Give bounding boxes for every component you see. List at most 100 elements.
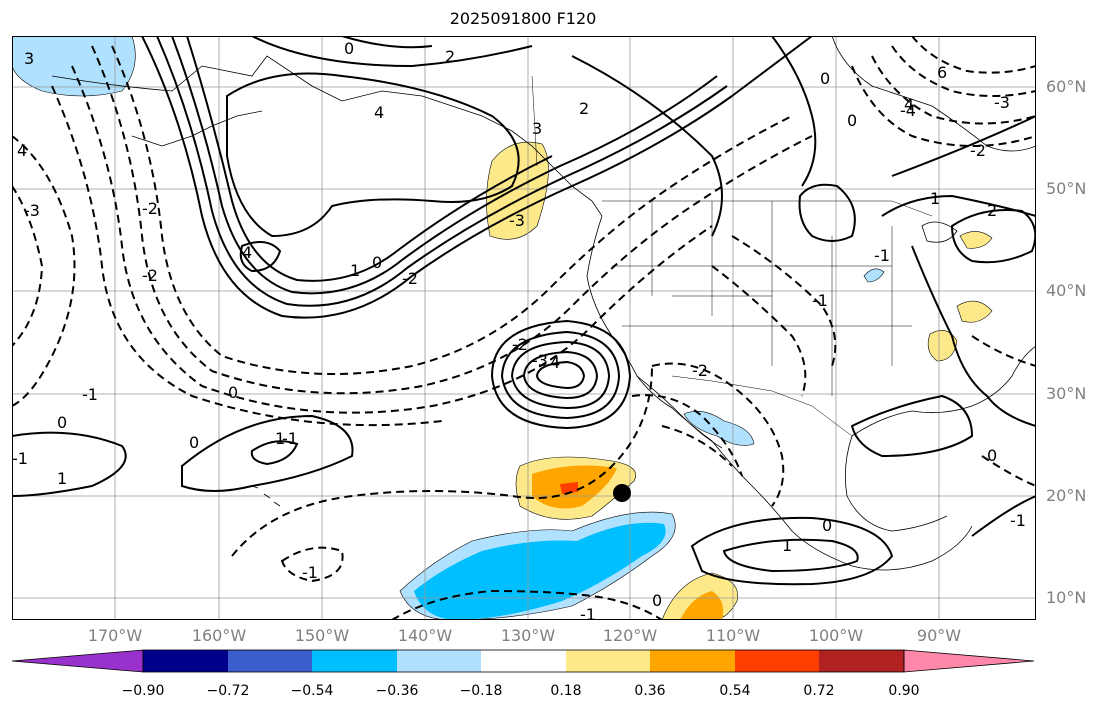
contour-label: 0 [189, 433, 199, 452]
contour-se-inner [722, 538, 859, 573]
colorbar-segment [228, 650, 312, 672]
colorbar-tick: −0.90 [121, 683, 165, 699]
colorbar-tick: −0.72 [206, 683, 250, 699]
lon-label-160w: 160°W [191, 626, 247, 645]
contour-label: -1 [874, 246, 890, 265]
border-alaska [531, 75, 538, 167]
colorbar-tick: 0.18 [550, 683, 582, 699]
contour-neg-trough-2 [91, 45, 813, 395]
lat-label-10n: 10°N [1046, 588, 1087, 607]
lat-label-40n: 40°N [1046, 281, 1087, 300]
contour-label: -1 [1010, 511, 1026, 530]
state-lines [612, 201, 912, 396]
shade-lightblue-baja [683, 410, 755, 446]
contour-label: -3 [509, 211, 525, 230]
colorbar-extend-low [11, 649, 144, 673]
shade-blue-south [414, 522, 666, 620]
contour-label: -1 [12, 449, 28, 468]
contour-label: -4 [900, 101, 916, 120]
colorbar-tick: 0.36 [634, 683, 666, 699]
contour-neg-trough-1 [111, 45, 793, 375]
contour-neg-west-2 [12, 185, 44, 347]
contour-label: 2 [579, 99, 589, 118]
contour-plains-ring [798, 183, 856, 242]
contour-label: 1 [782, 536, 792, 555]
lat-label-20n: 20°N [1046, 486, 1087, 505]
border-us-mexico [671, 375, 853, 437]
contour-label: -2 [402, 269, 418, 288]
contour-hawaii-inner [250, 440, 299, 466]
contour-label: 4 [242, 243, 252, 262]
contour-jet-2 [156, 36, 728, 307]
lon-label-120w: 120°W [602, 626, 658, 645]
contour-label: -3 [532, 351, 548, 370]
colorbar-segment [397, 650, 481, 672]
colorbar-segment [819, 650, 904, 672]
contour-label: 4 [904, 95, 914, 114]
contour-label: 0 [372, 253, 382, 272]
colorbar-border [142, 649, 905, 673]
colorbar-segment [650, 650, 735, 672]
shade-yellow-east1 [956, 300, 993, 323]
contour-jet-1 [141, 36, 813, 319]
lon-label-110w: 110°W [705, 626, 761, 645]
contour-neg-trough-3 [71, 65, 713, 414]
contour-label: -1 [282, 429, 298, 448]
colorbar-extend-high [903, 649, 1035, 673]
lon-label-140w: 140°W [397, 626, 453, 645]
lon-label-90w: 90°W [916, 626, 962, 645]
contour-neg-plains [711, 265, 807, 397]
contour-label: -2 [142, 266, 158, 285]
contour-cutoff-5 [535, 360, 586, 390]
coast-greatlakes [921, 221, 958, 243]
contour-label: 2 [445, 47, 455, 66]
colorbar-tick: 0.72 [803, 683, 835, 699]
contour-east-low [950, 209, 1036, 264]
colorbar-segment [481, 650, 566, 672]
contour-label: 2 [987, 201, 997, 220]
contour-label: -2 [142, 199, 158, 218]
contour-labels: 0 2 2 4 3 -3 4 -2 0 1 -2 4 -3 -2 -1 0 0 … [12, 39, 1026, 620]
shade-lightblue-plains [863, 268, 885, 283]
contour-conus-1 [571, 55, 723, 237]
contour-label: 4 [550, 353, 560, 372]
contour-jet-3 [171, 36, 718, 295]
contour-label: 0 [847, 111, 857, 130]
lon-label-170w: 170°W [87, 626, 143, 645]
coast-mexico-gulf [844, 435, 948, 532]
solid-contours [12, 36, 1036, 586]
contour-ridge-alaska [226, 72, 520, 238]
contour-label: -1 [302, 563, 318, 582]
contour-label: 6 [937, 63, 947, 82]
contour-neg-mex-1 [651, 362, 785, 507]
colorbar-segment [143, 650, 228, 672]
lon-label-130w: 130°W [500, 626, 556, 645]
contour-neg-east-3 [891, 45, 1036, 97]
coast-aleutians [131, 110, 263, 147]
contour-label: 0 [652, 591, 662, 610]
contour-jet-4 [186, 36, 553, 282]
colorbar-segment [312, 650, 397, 672]
contour-label: 1 [930, 189, 940, 208]
graticule [12, 36, 1036, 620]
lat-label-30n: 30°N [1046, 384, 1087, 403]
political-borders [531, 75, 933, 437]
contour-neg-south [391, 589, 663, 620]
map-title: 2025091800 F120 [449, 9, 597, 28]
contour-neg-east-1 [851, 65, 1036, 147]
contour-east [881, 115, 1036, 427]
colorbar-tick: −0.54 [290, 683, 334, 699]
shade-blue-nw [12, 36, 136, 97]
contour-label: -3 [24, 201, 40, 220]
contour-gulf-ring [850, 394, 974, 458]
contour-label: 0 [228, 383, 238, 402]
contour-label: 0 [822, 516, 832, 535]
contour-neg-plains-2 [731, 235, 837, 367]
colorbar-tick: 0.54 [719, 683, 751, 699]
storm-center-marker [613, 484, 631, 502]
contour-neg-east-5 [971, 335, 1036, 487]
contour-label: -1 [82, 385, 98, 404]
contour-label: 4 [17, 141, 27, 160]
colorbar [11, 649, 1035, 673]
contour-neg-west [12, 135, 76, 407]
